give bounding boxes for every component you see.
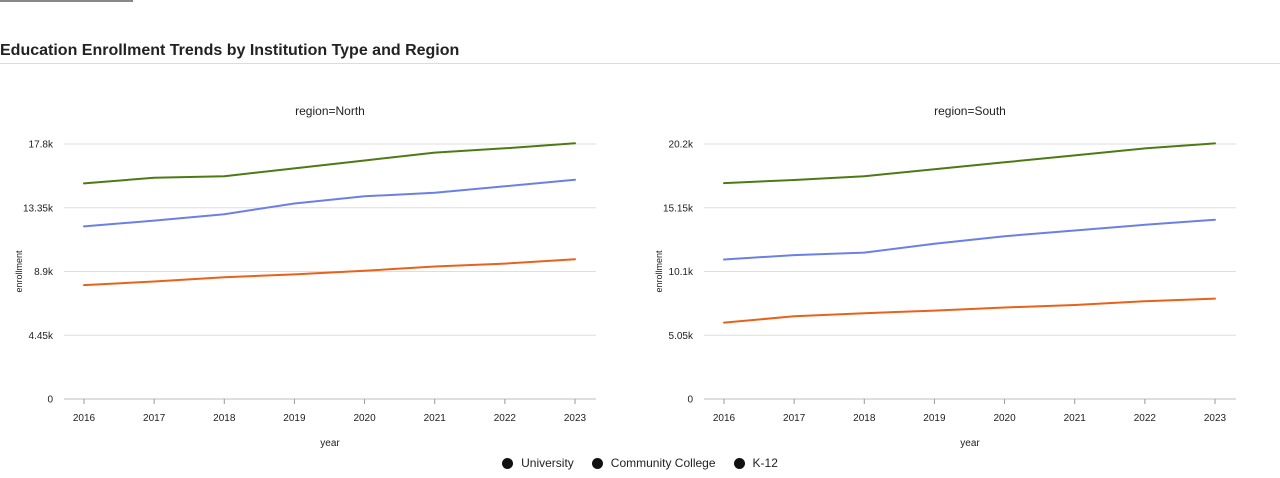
x-tick-label: 2020 — [993, 413, 1016, 424]
y-tick-label: 0 — [687, 395, 693, 406]
legend: University Community College K-12 — [0, 454, 1280, 472]
y-tick-label: 20.2k — [669, 140, 694, 151]
legend-label: University — [521, 456, 574, 470]
legend-item-k-12[interactable]: K-12 — [733, 456, 778, 470]
x-tick-label: 2022 — [1134, 413, 1157, 424]
x-tick-label: 2017 — [783, 413, 806, 424]
y-tick-label: 13.35k — [23, 203, 54, 214]
y-axis-label: enrollment — [14, 250, 24, 293]
legend-item-community-college[interactable]: Community College — [591, 456, 716, 470]
series-line — [723, 218, 1216, 261]
title-divider — [0, 63, 1280, 64]
legend-item-university[interactable]: University — [502, 456, 574, 470]
top-tab-indicator — [0, 0, 133, 2]
legend-marker-dot-icon — [733, 457, 745, 469]
legend-marker-dot-icon — [591, 457, 603, 469]
x-axis-label: year — [960, 438, 980, 449]
legend-marker-dot-icon — [502, 457, 514, 469]
series-line — [83, 178, 576, 228]
x-tick-label: 2020 — [353, 413, 376, 424]
series-line — [723, 142, 1216, 185]
series-line — [83, 258, 576, 287]
y-axis-label: enrollment — [654, 250, 664, 293]
x-tick-label: 2016 — [713, 413, 736, 424]
y-tick-label: 0 — [47, 395, 53, 406]
x-tick-label: 2023 — [1204, 413, 1227, 424]
page-title: Education Enrollment Trends by Instituti… — [0, 42, 460, 59]
x-tick-label: 2018 — [213, 413, 236, 424]
x-axis-label: year — [320, 438, 340, 449]
x-tick-label: 2019 — [283, 413, 306, 424]
y-tick-label: 17.8k — [29, 140, 54, 151]
y-tick-label: 4.45k — [29, 331, 54, 342]
x-tick-label: 2017 — [143, 413, 166, 424]
x-tick-label: 2019 — [923, 413, 946, 424]
y-tick-label: 8.9k — [34, 267, 54, 278]
series-line — [723, 297, 1216, 324]
legend-label: Community College — [610, 456, 716, 470]
x-tick-label: 2021 — [1064, 413, 1087, 424]
x-tick-label: 2018 — [853, 413, 876, 424]
y-tick-label: 15.15k — [663, 203, 694, 214]
y-tick-label: 5.05k — [669, 331, 694, 342]
subplot-title: region=South — [934, 104, 1006, 118]
legend-label: K-12 — [752, 456, 778, 470]
x-tick-label: 2022 — [494, 413, 517, 424]
x-tick-label: 2021 — [424, 413, 447, 424]
series-line — [83, 142, 576, 185]
x-tick-label: 2016 — [73, 413, 96, 424]
x-tick-label: 2023 — [564, 413, 587, 424]
y-tick-label: 10.1k — [669, 267, 694, 278]
subplot-title: region=North — [295, 104, 365, 118]
